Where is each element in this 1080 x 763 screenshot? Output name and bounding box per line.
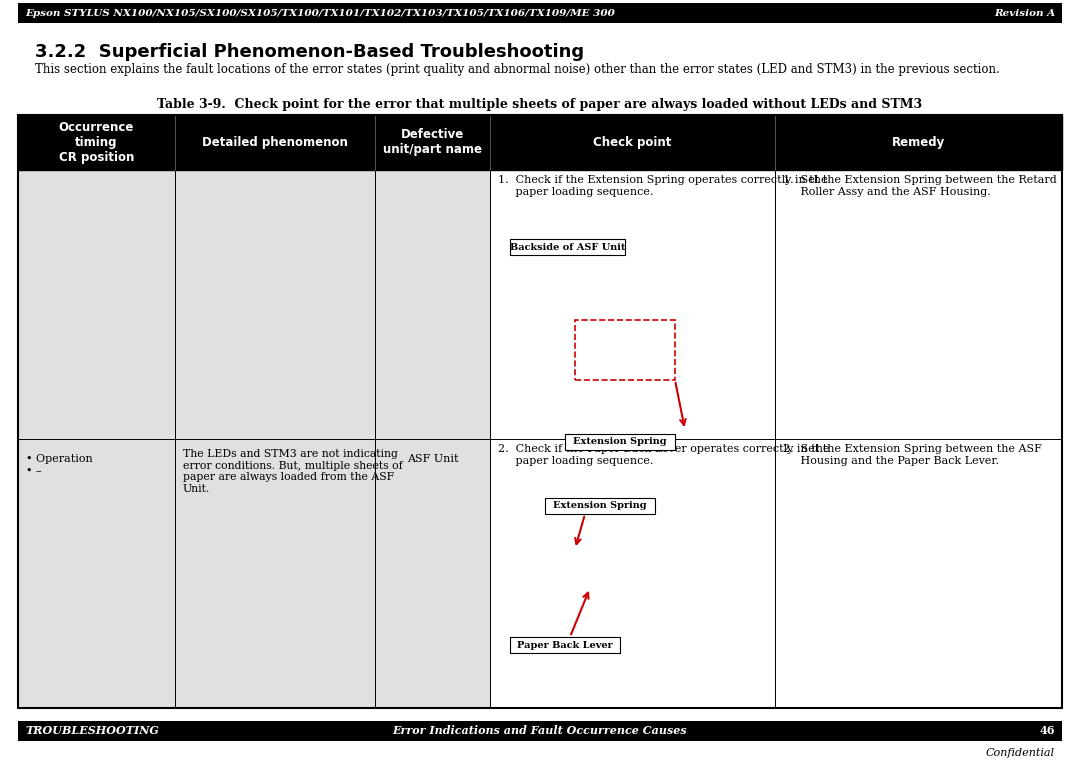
Text: Detailed phenomenon: Detailed phenomenon: [202, 136, 348, 149]
Text: ASF Unit: ASF Unit: [407, 454, 458, 464]
Bar: [775, 170, 1062, 708]
Text: 2.  Check if the Paper Back Lever operates correctly in the
     paper loading s: 2. Check if the Paper Back Lever operate…: [498, 444, 829, 465]
Text: • Operation
• –: • Operation • –: [26, 454, 93, 475]
Bar: [565, 434, 675, 450]
Text: This section explains the fault locations of the error states (print quality and: This section explains the fault location…: [35, 63, 1000, 76]
Bar: [18, 115, 1062, 708]
Text: Epson STYLUS NX100/NX105/SX100/SX105/TX100/TX101/TX102/TX103/TX105/TX106/TX109/M: Epson STYLUS NX100/NX105/SX100/SX105/TX1…: [25, 8, 615, 18]
Text: Occurrence
timing
CR position: Occurrence timing CR position: [58, 121, 134, 164]
Text: Revision A: Revision A: [994, 8, 1055, 18]
Text: Error Indications and Fault Occurrence Causes: Error Indications and Fault Occurrence C…: [393, 726, 687, 736]
Text: Check point: Check point: [593, 136, 672, 149]
Bar: [375, 170, 490, 708]
Bar: [18, 115, 1062, 170]
Text: 1.  Set the Extension Spring between the Retard
     Roller Assy and the ASF Hou: 1. Set the Extension Spring between the …: [783, 175, 1056, 197]
Bar: [490, 170, 775, 708]
Bar: [545, 498, 654, 514]
Text: Extension Spring: Extension Spring: [573, 437, 666, 446]
Text: Extension Spring: Extension Spring: [553, 501, 647, 510]
Text: 3.2.2  Superficial Phenomenon-Based Troubleshooting: 3.2.2 Superficial Phenomenon-Based Troub…: [35, 43, 584, 61]
Text: 46: 46: [1039, 726, 1055, 736]
Text: Backside of ASF Unit: Backside of ASF Unit: [510, 243, 625, 252]
Text: 1.  Check if the Extension Spring operates correctly in the
     paper loading s: 1. Check if the Extension Spring operate…: [498, 175, 827, 197]
Bar: [510, 239, 625, 255]
Text: Defective
unit/part name: Defective unit/part name: [383, 128, 482, 156]
Bar: [575, 320, 675, 380]
Bar: [18, 721, 1062, 741]
Bar: [175, 170, 375, 708]
Text: Paper Back Lever: Paper Back Lever: [517, 640, 612, 649]
Bar: [18, 3, 1062, 23]
Text: Table 3-9.  Check point for the error that multiple sheets of paper are always l: Table 3-9. Check point for the error tha…: [158, 98, 922, 111]
Bar: [510, 637, 620, 653]
Text: Remedy: Remedy: [892, 136, 945, 149]
Text: 2.  Set the Extension Spring between the ASF
     Housing and the Paper Back Lev: 2. Set the Extension Spring between the …: [783, 444, 1042, 465]
Text: The LEDs and STM3 are not indicating
error conditions. But, multiple sheets of
p: The LEDs and STM3 are not indicating err…: [183, 449, 403, 494]
Bar: [18, 170, 175, 708]
Text: TROUBLESHOOTING: TROUBLESHOOTING: [25, 726, 159, 736]
Text: Confidential: Confidential: [986, 748, 1055, 758]
